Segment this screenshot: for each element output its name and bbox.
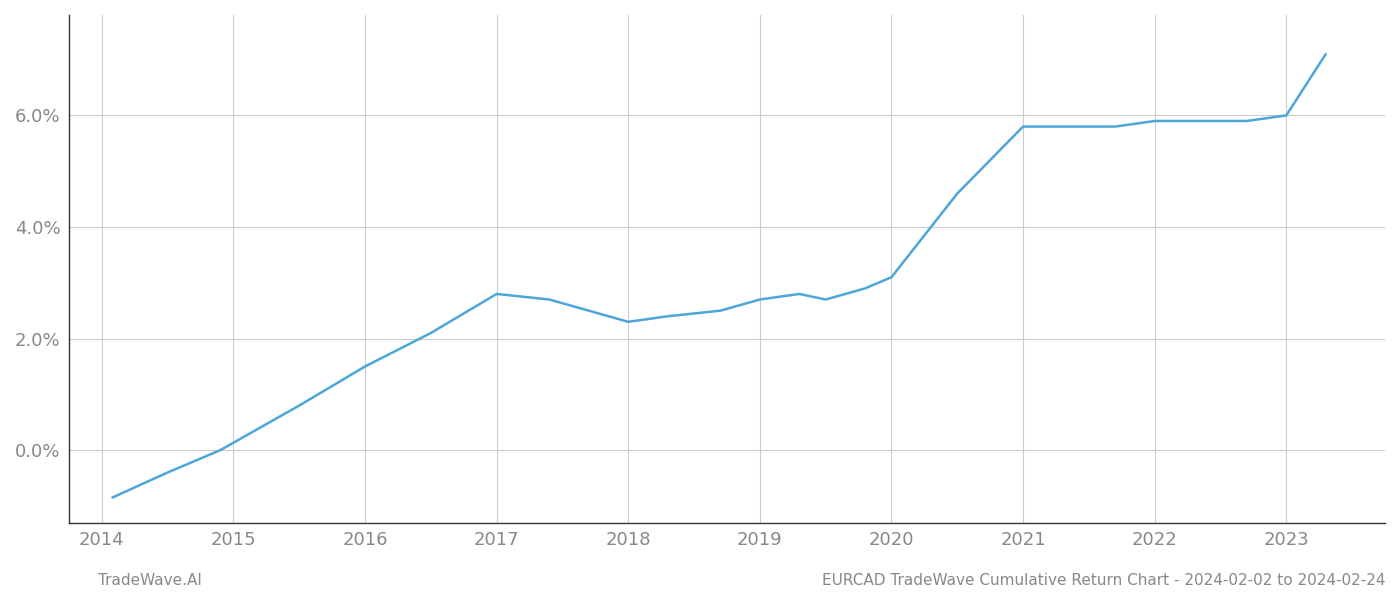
Text: TradeWave.AI: TradeWave.AI xyxy=(98,573,202,588)
Text: EURCAD TradeWave Cumulative Return Chart - 2024-02-02 to 2024-02-24: EURCAD TradeWave Cumulative Return Chart… xyxy=(823,573,1386,588)
